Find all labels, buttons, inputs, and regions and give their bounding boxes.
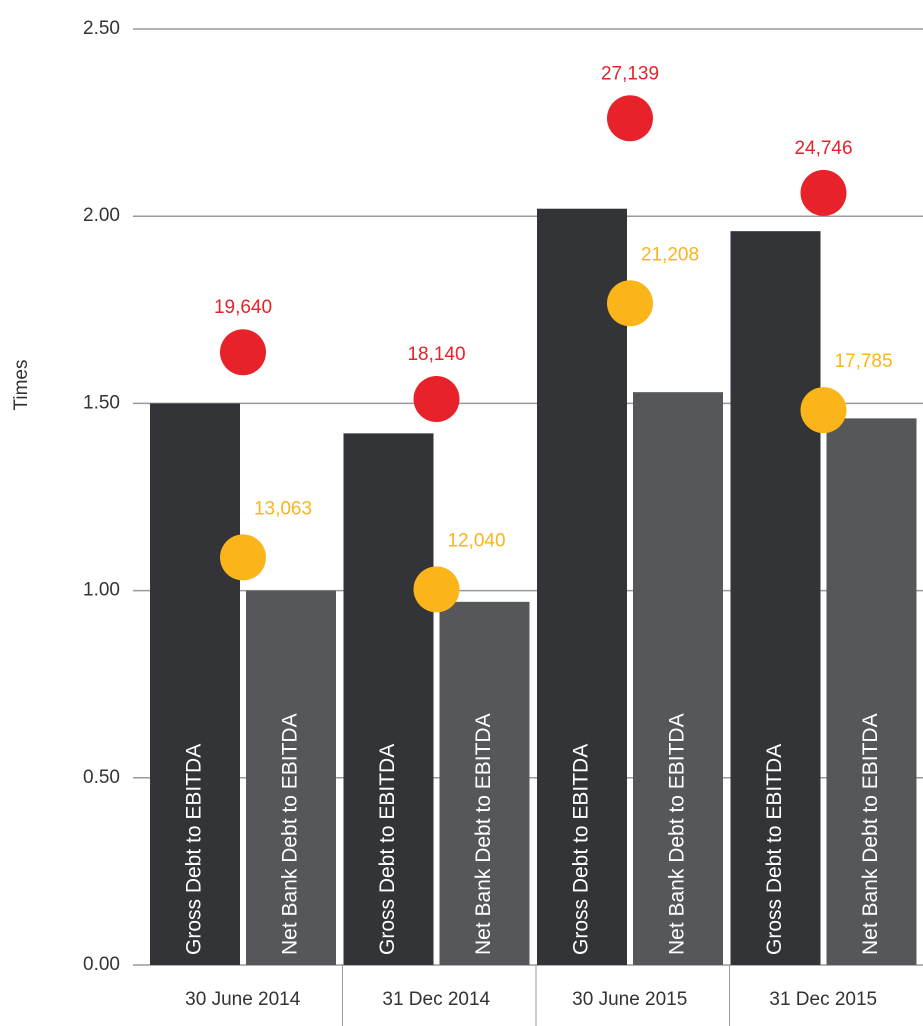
marker-dot xyxy=(607,95,653,142)
bar-label: Net Bank Debt to EBITDA xyxy=(472,713,495,955)
marker-label: 19,640 xyxy=(214,297,272,318)
y-tick-label: 1.50 xyxy=(83,392,120,413)
marker-dot xyxy=(413,376,460,423)
x-tick-label: 30 June 2015 xyxy=(572,989,687,1010)
bar xyxy=(150,403,240,965)
x-tick-label: 31 Dec 2015 xyxy=(769,989,877,1010)
marker-label: 12,040 xyxy=(447,530,505,551)
marker-label: 24,746 xyxy=(794,138,852,159)
marker-dot xyxy=(220,534,266,581)
bar xyxy=(246,590,336,965)
y-tick-label: 1.00 xyxy=(83,580,120,601)
bar-label: Net Bank Debt to EBITDA xyxy=(666,713,689,955)
bar-label: Net Bank Debt to EBITDA xyxy=(279,713,302,955)
bar-label: Gross Debt to EBITDA xyxy=(763,744,786,955)
bar xyxy=(730,231,821,965)
marker-label: 18,140 xyxy=(407,344,465,365)
bar xyxy=(633,392,723,966)
bar-label: Gross Debt to EBITDA xyxy=(570,744,593,955)
y-tick-label: 2.00 xyxy=(83,205,120,226)
marker-label: 21,208 xyxy=(641,244,699,265)
bar xyxy=(439,601,530,965)
marker-dot xyxy=(800,387,847,434)
bar-label: Gross Debt to EBITDA xyxy=(376,744,399,955)
marker-dot xyxy=(220,329,266,376)
marker-dot xyxy=(800,169,847,216)
bar xyxy=(343,433,434,965)
bar-label: Gross Debt to EBITDA xyxy=(183,744,206,955)
bar xyxy=(826,418,917,966)
y-tick-label: 2.50 xyxy=(83,18,120,39)
x-tick-label: 30 June 2014 xyxy=(185,989,301,1010)
x-tick-label: 31 Dec 2014 xyxy=(382,989,490,1010)
marker-label: 17,785 xyxy=(834,351,892,372)
y-axis-label: Times xyxy=(11,359,32,410)
marker-label: 13,063 xyxy=(254,498,312,519)
y-tick-label: 0.50 xyxy=(83,767,120,788)
marker-dot xyxy=(413,566,460,613)
marker-dot xyxy=(607,280,653,327)
bar-label: Net Bank Debt to EBITDA xyxy=(859,713,882,955)
bar xyxy=(537,208,627,965)
y-tick-label: 0.00 xyxy=(83,954,120,975)
marker-label: 27,139 xyxy=(601,63,659,84)
